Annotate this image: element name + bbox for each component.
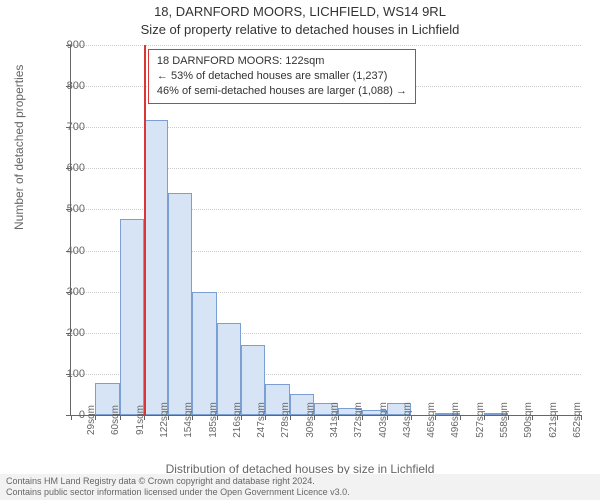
xtick-label: 496sqm — [450, 402, 461, 438]
property-marker-line — [144, 45, 146, 415]
y-axis-label: Number of detached properties — [12, 65, 26, 230]
xtick-label: 372sqm — [353, 402, 364, 438]
histogram-bar — [120, 219, 144, 416]
ytick-label: 100 — [45, 368, 85, 380]
xtick-mark — [460, 415, 461, 420]
footer-line2: Contains public sector information licen… — [6, 487, 594, 498]
xtick-mark — [387, 415, 388, 420]
xtick-label: 527sqm — [475, 402, 486, 438]
ytick-label: 0 — [45, 409, 85, 421]
annotation-box: 18 DARNFORD MOORS: 122sqm ← 53% of detac… — [148, 49, 416, 104]
histogram-bar — [144, 120, 168, 415]
xtick-mark — [314, 415, 315, 420]
xtick-mark — [508, 415, 509, 420]
ytick-label: 700 — [45, 121, 85, 133]
xtick-mark — [120, 415, 121, 420]
annotation-line3: 46% of semi-detached houses are larger (… — [157, 84, 407, 99]
xtick-mark — [217, 415, 218, 420]
ytick-label: 900 — [45, 39, 85, 51]
gridline — [71, 45, 581, 46]
histogram-bar — [168, 193, 192, 415]
xtick-label: 465sqm — [426, 402, 437, 438]
chart-title-desc: Size of property relative to detached ho… — [0, 22, 600, 37]
chart-title-address: 18, DARNFORD MOORS, LICHFIELD, WS14 9RL — [0, 4, 600, 19]
xtick-mark — [290, 415, 291, 420]
plot-area: 29sqm60sqm91sqm122sqm154sqm185sqm216sqm2… — [70, 45, 581, 416]
ytick-label: 400 — [45, 245, 85, 257]
xtick-label: 652sqm — [572, 402, 583, 438]
xtick-mark — [484, 415, 485, 420]
xtick-mark — [362, 415, 363, 420]
xtick-mark — [557, 415, 558, 420]
xtick-mark — [411, 415, 412, 420]
xtick-mark — [265, 415, 266, 420]
histogram-bar — [192, 292, 216, 415]
ytick-label: 200 — [45, 327, 85, 339]
xtick-mark — [241, 415, 242, 420]
chart-container: 18, DARNFORD MOORS, LICHFIELD, WS14 9RL … — [0, 0, 600, 500]
ytick-label: 500 — [45, 203, 85, 215]
ytick-label: 600 — [45, 162, 85, 174]
xtick-mark — [338, 415, 339, 420]
xtick-mark — [581, 415, 582, 420]
xtick-label: 434sqm — [402, 402, 413, 438]
ytick-label: 800 — [45, 80, 85, 92]
xtick-label: 621sqm — [548, 402, 559, 438]
xtick-mark — [168, 415, 169, 420]
footer-line1: Contains HM Land Registry data © Crown c… — [6, 476, 594, 487]
annotation-line1: 18 DARNFORD MOORS: 122sqm — [157, 54, 407, 69]
ytick-label: 300 — [45, 286, 85, 298]
xtick-mark — [192, 415, 193, 420]
xtick-mark — [144, 415, 145, 420]
annotation-line2: ← 53% of detached houses are smaller (1,… — [157, 69, 407, 84]
xtick-label: 590sqm — [523, 402, 534, 438]
xtick-label: 558sqm — [499, 402, 510, 438]
xtick-mark — [95, 415, 96, 420]
xtick-mark — [435, 415, 436, 420]
histogram-bar — [217, 323, 241, 416]
footer-attribution: Contains HM Land Registry data © Crown c… — [0, 474, 600, 500]
xtick-mark — [532, 415, 533, 420]
